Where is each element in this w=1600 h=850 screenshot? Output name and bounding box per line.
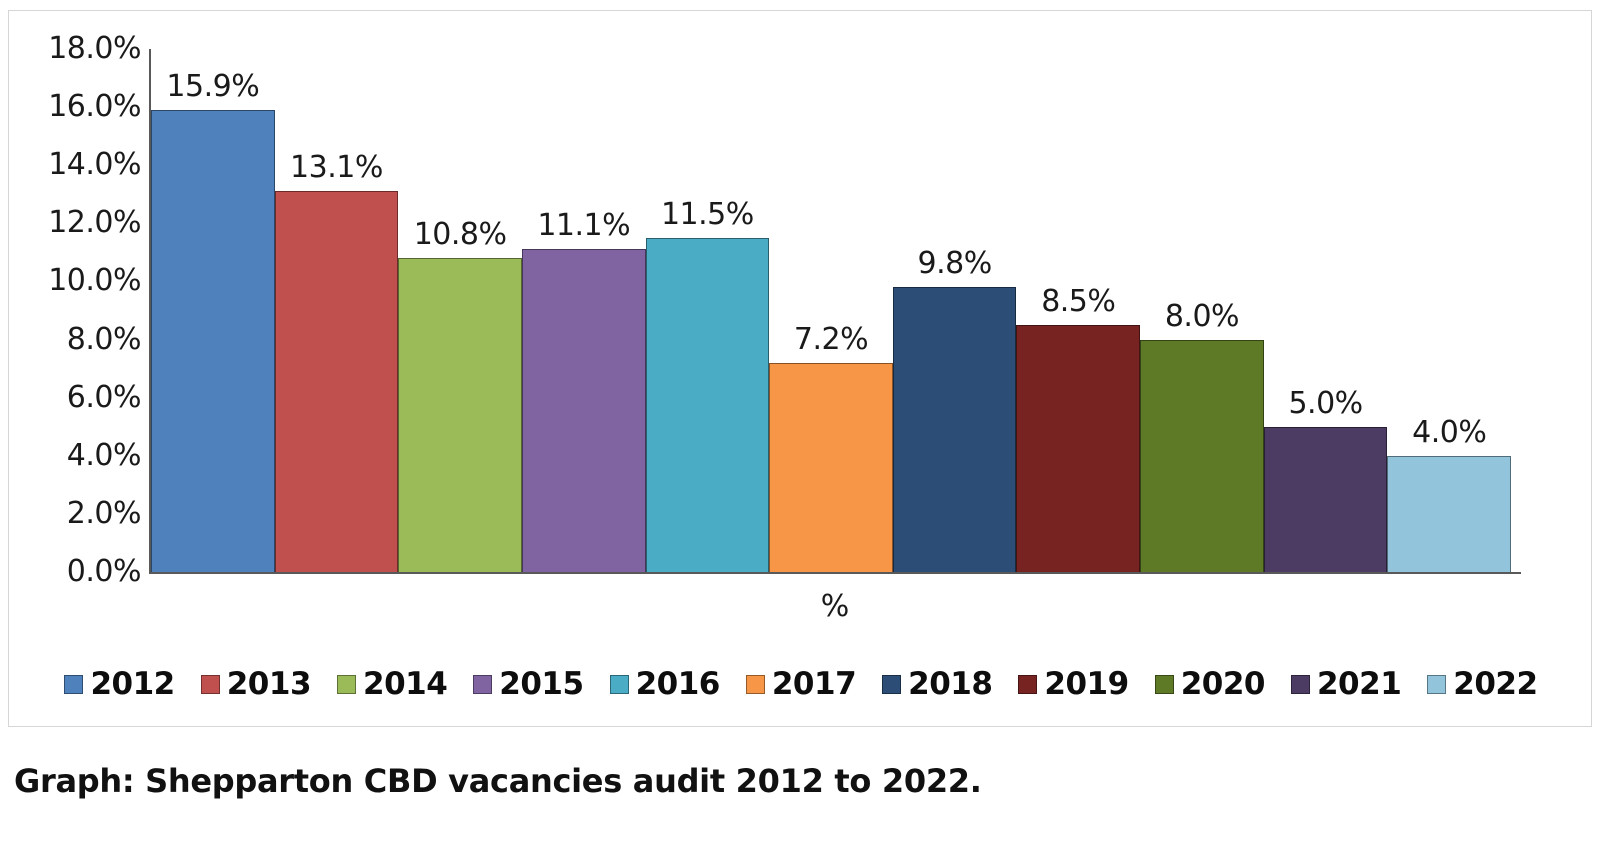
bar-value-label: 9.8% bbox=[917, 246, 993, 282]
bar-value-label: 11.1% bbox=[537, 208, 631, 244]
legend-item-2017[interactable]: 2017 bbox=[745, 666, 857, 702]
bar-column[interactable]: 13.1% bbox=[274, 49, 399, 572]
legend-item-2020[interactable]: 2020 bbox=[1154, 666, 1266, 702]
y-axis-tick-label: 18.0% bbox=[48, 31, 141, 66]
y-axis-tick-label: 16.0% bbox=[48, 89, 141, 125]
legend-item-2013[interactable]: 2013 bbox=[200, 666, 312, 702]
legend-item-2016[interactable]: 2016 bbox=[609, 666, 721, 702]
x-axis-title: % bbox=[820, 589, 850, 624]
bar-value-label: 15.9% bbox=[166, 69, 260, 105]
bar-rect[interactable] bbox=[1387, 455, 1512, 572]
legend-item-label: 2021 bbox=[1316, 666, 1402, 702]
legend-item-2018[interactable]: 2018 bbox=[882, 666, 993, 702]
bar-series: 15.9% 13.1% 10.8% 11.1% 11.5% 7.2% 9.8% 8.5% 8.0… bbox=[151, 49, 1512, 572]
bar-rect[interactable] bbox=[645, 237, 770, 572]
bar-rect[interactable] bbox=[521, 249, 646, 572]
bar-column[interactable]: 7.2% bbox=[769, 49, 893, 572]
legend-swatch-icon bbox=[1154, 675, 1174, 694]
legend-swatch-icon bbox=[882, 675, 902, 694]
legend-item-2014[interactable]: 2014 bbox=[337, 666, 448, 702]
bar-column[interactable]: 8.5% bbox=[1016, 49, 1141, 572]
y-axis-line bbox=[149, 49, 151, 572]
bar-value-label: 13.1% bbox=[290, 150, 383, 186]
bar-rect[interactable] bbox=[274, 191, 399, 572]
bar-rect[interactable] bbox=[398, 258, 522, 572]
legend-item-label: 2013 bbox=[226, 666, 312, 702]
y-axis-tick-label: 6.0% bbox=[66, 379, 142, 415]
legend-swatch-icon bbox=[1018, 675, 1038, 694]
bar-rect[interactable] bbox=[1263, 426, 1388, 572]
y-axis-tick-label: 0.0% bbox=[66, 554, 142, 589]
bar-value-label: 10.8% bbox=[413, 217, 507, 253]
legend-item-label: 2018 bbox=[908, 666, 993, 702]
y-axis-tick-label: 10.0% bbox=[48, 263, 141, 299]
bar-rect[interactable] bbox=[1140, 339, 1264, 572]
legend-item-label: 2012 bbox=[90, 666, 175, 702]
bar-column[interactable]: 15.9% bbox=[151, 49, 275, 572]
legend-item-2022[interactable]: 2022 bbox=[1427, 666, 1538, 702]
legend-swatch-icon bbox=[64, 675, 84, 694]
figure-caption: Graph: Shepparton CBD vacancies audit 20… bbox=[14, 762, 982, 800]
bar-rect[interactable] bbox=[892, 287, 1017, 572]
y-axis-tick-label: 12.0% bbox=[48, 205, 141, 241]
legend-swatch-icon bbox=[473, 675, 493, 694]
bar-column[interactable]: 5.0% bbox=[1263, 49, 1388, 572]
chart-frame: 18.0% 16.0% 14.0% 12.0% 10.0% 8.0% 6.0% 4.0% 2.0… bbox=[8, 10, 1592, 727]
legend-item-label: 2016 bbox=[635, 666, 721, 702]
y-axis-tick-label: 2.0% bbox=[66, 495, 142, 531]
legend-item-label: 2019 bbox=[1044, 666, 1129, 702]
bar-value-label: 4.0% bbox=[1412, 414, 1487, 450]
legend-swatch-icon bbox=[609, 675, 629, 694]
legend-item-label: 2017 bbox=[771, 666, 857, 702]
bar-column[interactable]: 10.8% bbox=[398, 49, 522, 572]
legend-item-label: 2015 bbox=[499, 666, 584, 702]
y-axis-tick-label: 8.0% bbox=[66, 321, 142, 357]
bar-rect[interactable] bbox=[151, 110, 275, 572]
legend-swatch-icon bbox=[200, 675, 220, 694]
bar-column[interactable]: 8.0% bbox=[1140, 49, 1264, 572]
bar-rect[interactable] bbox=[1016, 325, 1141, 572]
y-axis-tick-label: 4.0% bbox=[66, 437, 142, 473]
legend-item-2019[interactable]: 2019 bbox=[1018, 666, 1129, 702]
bar-value-label: 7.2% bbox=[793, 321, 869, 357]
bar-column[interactable]: 11.5% bbox=[645, 49, 770, 572]
bar-column[interactable]: 9.8% bbox=[892, 49, 1017, 572]
y-axis-tick-label: 14.0% bbox=[48, 147, 141, 183]
bar-value-label: 8.5% bbox=[1041, 284, 1116, 320]
bar-value-label: 11.5% bbox=[660, 196, 754, 232]
bar-rect[interactable] bbox=[769, 362, 893, 572]
x-axis-line bbox=[149, 572, 1521, 574]
legend-item-label: 2022 bbox=[1453, 666, 1538, 702]
legend-swatch-icon bbox=[337, 675, 357, 694]
bar-column[interactable]: 4.0% bbox=[1387, 49, 1512, 572]
legend-item-2015[interactable]: 2015 bbox=[473, 666, 584, 702]
legend-item-label: 2014 bbox=[363, 666, 448, 702]
legend-swatch-icon bbox=[745, 675, 765, 694]
bar-value-label: 5.0% bbox=[1288, 385, 1363, 421]
legend-item-2021[interactable]: 2021 bbox=[1290, 666, 1402, 702]
bar-column[interactable]: 11.1% bbox=[521, 49, 646, 572]
legend-swatch-icon bbox=[1427, 675, 1447, 694]
legend-item-2012[interactable]: 2012 bbox=[64, 666, 175, 702]
y-axis-tick-labels: 18.0% 16.0% 14.0% 12.0% 10.0% 8.0% 6.0% 4.0% 2.0… bbox=[9, 11, 141, 728]
legend-item-label: 2020 bbox=[1180, 666, 1266, 702]
bar-value-label: 8.0% bbox=[1164, 298, 1240, 334]
legend-swatch-icon bbox=[1290, 675, 1310, 694]
chart-legend: 2012 2013 2014 2015 2016 2017 2018 2019 2020 2021… bbox=[9, 669, 1593, 700]
